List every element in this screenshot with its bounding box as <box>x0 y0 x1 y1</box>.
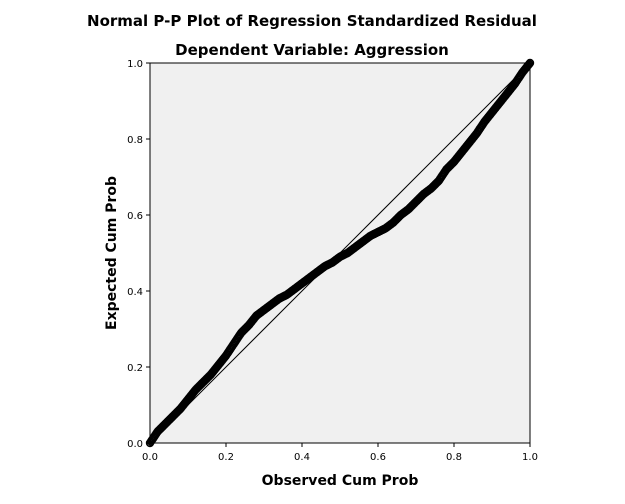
y-tick-label: 1.0 <box>127 59 143 70</box>
x-axis-title: Observed Cum Prob <box>262 473 419 489</box>
x-tick-label: 0.6 <box>370 452 386 463</box>
y-tick-label: 0.4 <box>127 287 143 298</box>
chart-title: Normal P-P Plot of Regression Standardiz… <box>87 12 537 30</box>
y-axis: 0.0 0.2 0.4 0.6 0.8 1.0 <box>127 59 150 450</box>
data-point <box>525 58 535 68</box>
x-tick-label: 0.0 <box>142 452 158 463</box>
x-tick-label: 0.4 <box>294 452 310 463</box>
y-tick-label: 0.6 <box>127 211 143 222</box>
x-axis: 0.0 0.2 0.4 0.6 0.8 1.0 <box>142 443 538 463</box>
x-tick-label: 0.2 <box>218 452 234 463</box>
y-axis-title: Expected Cum Prob <box>104 176 120 330</box>
y-tick-label: 0.8 <box>127 135 143 146</box>
x-tick-label: 1.0 <box>522 452 538 463</box>
y-tick-label: 0.0 <box>127 439 143 450</box>
data-points <box>145 58 535 448</box>
x-tick-label: 0.8 <box>446 452 462 463</box>
y-tick-label: 0.2 <box>127 363 143 374</box>
chart-subtitle: Dependent Variable: Aggression <box>175 41 449 59</box>
